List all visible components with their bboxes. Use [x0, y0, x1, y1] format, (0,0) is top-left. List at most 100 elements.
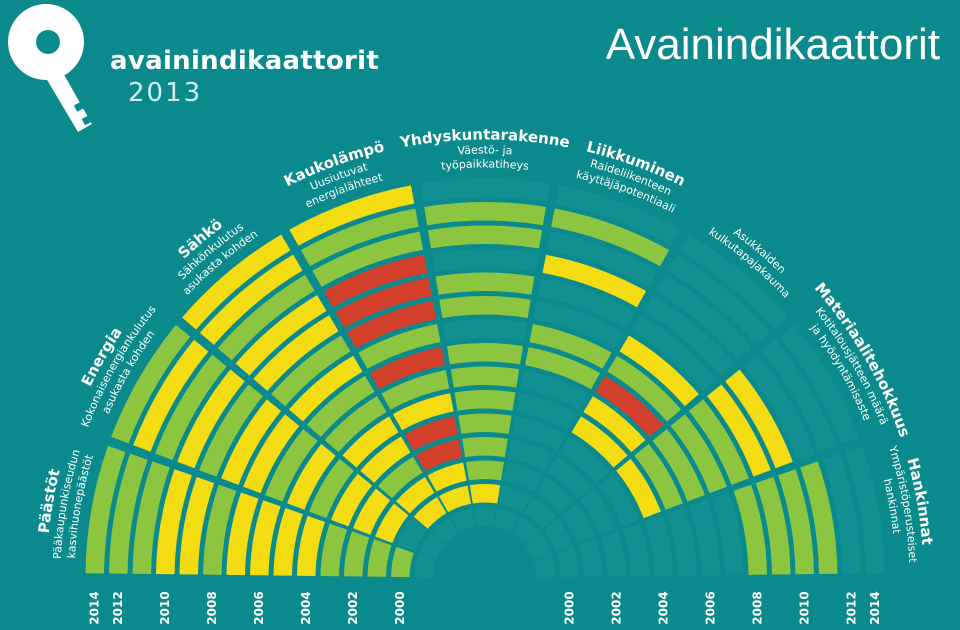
segment-3-2 — [427, 462, 467, 492]
year-label: 2010 — [797, 591, 811, 624]
segment-0-7 — [250, 500, 281, 576]
segment-5-8 — [529, 323, 612, 369]
segment-2-13 — [199, 254, 303, 345]
year-label: 2002 — [609, 591, 623, 624]
segment-8-1 — [556, 546, 579, 578]
segment-8-3 — [600, 531, 626, 577]
segment-2-3 — [378, 456, 423, 499]
segment-1-1 — [397, 518, 427, 552]
year-label: 2012 — [111, 591, 125, 624]
brand-year: 2013 — [128, 78, 203, 108]
segment-2-11 — [235, 295, 327, 376]
segment-0-14 — [85, 445, 126, 574]
segment-5-0 — [494, 508, 520, 533]
segment-4-4 — [458, 413, 512, 434]
segment-7-1 — [543, 518, 573, 552]
segment-6-0 — [511, 517, 539, 545]
segment-4-1 — [469, 484, 501, 504]
year-label: 2006 — [252, 591, 266, 624]
segment-8-4 — [622, 523, 650, 577]
year-label: 2014 — [868, 591, 882, 624]
segment-5-13 — [551, 208, 670, 267]
segment-7-7 — [652, 429, 705, 502]
segment-1-0 — [419, 533, 445, 560]
segment-7-10 — [707, 384, 771, 477]
segment-8-6 — [667, 508, 697, 576]
segment-2-1 — [413, 497, 447, 529]
segment-2-4 — [360, 436, 411, 483]
segment-7-13 — [761, 339, 837, 452]
segment-0-8 — [226, 492, 259, 576]
segment-4-8 — [443, 319, 527, 342]
segment-8-0 — [534, 554, 556, 578]
segment-5-4 — [512, 416, 566, 451]
segment-4-0 — [473, 507, 497, 527]
segment-1-3 — [353, 488, 391, 535]
segment-3-0 — [450, 508, 476, 533]
segment-5-10 — [538, 277, 635, 328]
year-label: 2002 — [346, 591, 360, 624]
segment-5-14 — [555, 185, 681, 246]
segment-3-12 — [312, 231, 424, 287]
segment-1-2 — [375, 503, 409, 544]
year-axis: 2000 2000 2002 2002 2004 2004 2006 2006 2008 2008… — [87, 591, 882, 624]
segment-3-10 — [335, 277, 432, 328]
segment-0-6 — [273, 508, 303, 576]
segment-3-4 — [404, 416, 458, 451]
segment-3-14 — [289, 185, 415, 246]
segment-0-0 — [414, 554, 436, 578]
year-label: 2008 — [205, 591, 219, 624]
segment-0-10 — [179, 476, 215, 575]
segment-7-6 — [634, 444, 683, 510]
segment-5-6 — [520, 370, 589, 410]
segment-0-4 — [320, 523, 348, 577]
segment-1-7 — [265, 429, 318, 502]
segment-3-9 — [346, 300, 437, 349]
segment-0-13 — [109, 453, 148, 574]
segment-6-8 — [607, 355, 682, 422]
segment-8-8 — [711, 492, 744, 576]
segment-1-4 — [331, 473, 373, 527]
ring-segments — [85, 178, 885, 578]
segment-3-8 — [358, 323, 441, 369]
segment-4-12 — [427, 225, 543, 249]
year-label: 2012 — [844, 591, 858, 624]
brand-name: avainindikaattorit — [110, 46, 380, 76]
year-label: 2004 — [299, 591, 313, 624]
segment-0-2 — [367, 539, 392, 577]
segment-2-14 — [182, 234, 291, 330]
segment-4-10 — [435, 272, 535, 295]
category-subtitle: Väestö- ja — [457, 143, 513, 157]
segment-0-5 — [297, 515, 326, 576]
segment-0-1 — [391, 546, 414, 578]
segment-3-1 — [438, 485, 471, 513]
segment-7-11 — [725, 369, 793, 469]
segment-6-9 — [619, 335, 699, 407]
segment-3-13 — [300, 208, 419, 267]
segment-7-2 — [561, 503, 595, 544]
page-title: Avainindikaattorit — [605, 20, 940, 69]
segment-2-6 — [324, 396, 387, 453]
year-label: 2008 — [750, 591, 764, 624]
segment-5-11 — [542, 254, 647, 308]
segment-2-10 — [253, 315, 339, 391]
segment-8-2 — [578, 539, 603, 577]
segment-3-7 — [369, 347, 445, 390]
segment-0-12 — [132, 461, 170, 574]
segment-5-9 — [533, 300, 624, 349]
segment-5-1 — [499, 485, 532, 513]
segment-8-5 — [644, 515, 673, 576]
segment-4-5 — [454, 390, 516, 411]
segment-0-11 — [156, 469, 192, 575]
segment-5-2 — [503, 462, 543, 492]
segment-8-7 — [689, 500, 720, 576]
segment-2-8 — [288, 355, 363, 422]
segment-3-3 — [415, 439, 463, 472]
segment-2-5 — [342, 416, 399, 468]
year-label: 2006 — [703, 591, 717, 624]
segment-6-12 — [655, 274, 753, 361]
segment-1-8 — [243, 414, 300, 494]
segment-5-12 — [546, 231, 658, 287]
key-logo-icon — [8, 4, 103, 132]
segment-3-11 — [323, 254, 428, 308]
